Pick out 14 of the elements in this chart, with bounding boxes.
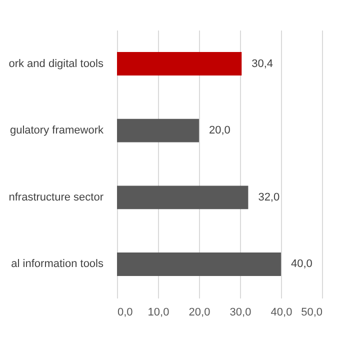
y-tick-label: nfrastructure sector [8,191,104,204]
y-tick-label: ork and digital tools [8,58,104,70]
x-tick-label: 30,0 [230,306,252,318]
data-label: 40,0 [291,258,312,270]
x-tick-label: 40,0 [270,306,292,318]
data-label: 32,0 [258,191,280,204]
x-tick-label: 20,0 [188,306,210,318]
data-label: 30,4 [252,58,274,70]
y-tick-label: gulatory framework [10,124,104,137]
y-tick-label: al information tools [11,258,104,270]
x-tick-label: 0,0 [118,306,133,318]
x-tick-label: 50,0 [301,306,322,318]
x-tick-label: 10,0 [148,306,170,318]
data-label: 20,0 [209,124,230,137]
